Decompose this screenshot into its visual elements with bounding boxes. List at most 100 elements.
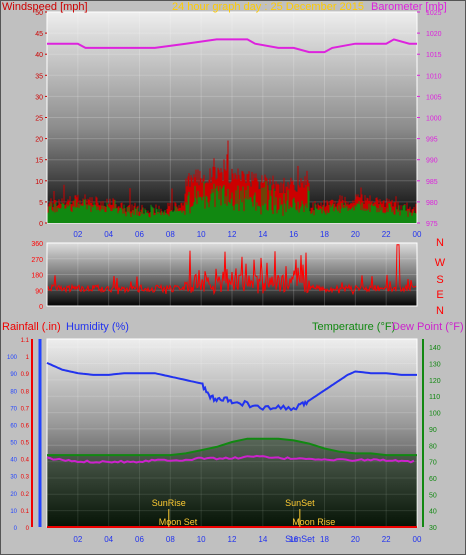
climate-plot-area: [46, 338, 418, 528]
rain-tick-label: 0.6: [21, 423, 30, 429]
event-label: Moon Set: [159, 517, 198, 527]
windspeed-tick-label: 15: [35, 158, 43, 165]
climate-x-tick-label: 00: [413, 535, 422, 544]
event-label: SunRise: [152, 498, 186, 508]
event-label: SunSet: [285, 534, 315, 544]
rain-tick-label: 0.2: [21, 492, 30, 498]
temperature-tick-label: 50: [429, 492, 437, 499]
barometer-axis-title: Barometer [mb]: [371, 1, 447, 13]
barometer-tick-label: 980: [426, 200, 438, 207]
temperature-tick-label: 80: [429, 443, 437, 450]
windspeed-tick-label: 5: [39, 200, 43, 207]
wind-x-tick-label: 16: [289, 230, 298, 239]
windspeed-tick-label: 10: [35, 179, 43, 186]
climate-x-tick-label: 16: [289, 535, 298, 544]
rain-tick-label: 0: [26, 526, 30, 532]
windspeed-tick-label: 35: [35, 73, 43, 80]
direction-tick-label: 180: [31, 273, 43, 280]
windspeed-tick-label: 25: [35, 116, 43, 123]
humidity-tick-label: 40: [10, 458, 17, 464]
windspeed-tick-label: 0: [39, 221, 43, 228]
humidity-tick-label: 0: [14, 526, 18, 532]
humidity-tick-label: 30: [10, 475, 17, 481]
temperature-axis-title: Temperature (°F): [312, 321, 395, 333]
rain-tick-label: 0.8: [21, 389, 30, 395]
chart-title: 24 hour graph day : 25 December 2015: [172, 1, 364, 13]
wind-x-tick-label: 20: [351, 230, 360, 239]
wind-x-tick-label: 18: [320, 230, 329, 239]
wind-x-tick-label: 02: [73, 230, 82, 239]
windspeed-tick-label: 20: [35, 137, 43, 144]
rain-tick-label: 0.4: [21, 458, 30, 464]
windspeed-tick-label: 30: [35, 94, 43, 101]
temperature-tick-label: 100: [429, 411, 441, 418]
barometer-tick-label: 990: [426, 158, 438, 165]
temperature-tick-label: 130: [429, 362, 441, 369]
climate-x-tick-label: 02: [73, 535, 82, 544]
dewpoint-axis-title: Dew Point (°F): [392, 321, 464, 333]
rain-tick-label: 0.3: [21, 475, 30, 481]
wind-x-tick-label: 14: [258, 230, 267, 239]
climate-x-tick-label: 12: [228, 535, 237, 544]
climate-x-tick-label: 14: [258, 535, 267, 544]
temperature-tick-label: 60: [429, 476, 437, 483]
barometer-tick-label: 1015: [426, 52, 442, 59]
humidity-line: [46, 361, 417, 412]
temperature-tick-label: 140: [429, 345, 441, 352]
rain-tick-label: 0.9: [21, 372, 30, 378]
wind-x-tick-label: 08: [166, 230, 175, 239]
direction-tick-label: 90: [35, 288, 43, 295]
humidity-tick-label: 10: [10, 509, 17, 515]
barometer-tick-label: 1025: [426, 10, 442, 17]
climate-x-tick-label: 04: [104, 535, 113, 544]
rain-tick-label: 1.1: [21, 338, 30, 344]
compass-label: N: [436, 305, 444, 317]
barometer-line: [47, 38, 417, 54]
temperature-tick-label: 90: [429, 427, 437, 434]
event-label: Moon Rise: [292, 517, 335, 527]
humidity-tick-label: 50: [10, 441, 17, 447]
compass-label: E: [436, 289, 443, 301]
temperature-tick-label: 120: [429, 378, 441, 385]
barometer-tick-label: 1005: [426, 94, 442, 101]
rain-tick-label: 1: [26, 355, 30, 361]
temperature-tick-label: 40: [429, 509, 437, 516]
compass-label: S: [436, 274, 443, 286]
wind-x-tick-label: 10: [197, 230, 206, 239]
humidity-tick-label: 90: [10, 372, 17, 378]
humidity-tick-label: 60: [10, 423, 17, 429]
windspeed-tick-label: 50: [35, 10, 43, 17]
wind-x-tick-label: 00: [413, 230, 422, 239]
barometer-tick-label: 1010: [426, 73, 442, 80]
climate-x-tick-label: 18: [320, 535, 329, 544]
dewpoint-line: [46, 454, 415, 464]
climate-x-tick-label: 06: [135, 535, 144, 544]
climate-x-tick-label: 20: [351, 535, 360, 544]
wind-x-tick-label: 12: [228, 230, 237, 239]
barometer-tick-label: 995: [426, 137, 438, 144]
humidity-tick-label: 100: [7, 355, 18, 361]
temperature-line: [47, 437, 417, 457]
wind-direction-line: [47, 244, 417, 296]
climate-x-tick-label: 08: [166, 535, 175, 544]
compass-label: N: [436, 237, 444, 249]
wind-x-tick-label: 04: [104, 230, 113, 239]
event-label: SunSet: [285, 498, 315, 508]
climate-x-tick-label: 10: [197, 535, 206, 544]
wind-x-tick-label: 06: [135, 230, 144, 239]
windspeed-axis-title: Windspeed [mph]: [2, 1, 88, 13]
direction-tick-label: 0: [39, 304, 43, 311]
barometer-tick-label: 1020: [426, 31, 442, 38]
direction-tick-label: 360: [31, 241, 43, 248]
windspeed-tick-label: 40: [35, 52, 43, 59]
temperature-tick-label: 30: [429, 525, 437, 532]
wind-x-tick-label: 22: [382, 230, 391, 239]
compass-label: W: [435, 257, 446, 269]
barometer-tick-label: 975: [426, 221, 438, 228]
rain-tick-label: 0.7: [21, 406, 30, 412]
rain-tick-label: 0.1: [21, 509, 30, 515]
barometer-tick-label: 985: [426, 179, 438, 186]
barometer-tick-label: 1000: [426, 116, 442, 123]
humidity-axis-title: Humidity (%): [66, 321, 129, 333]
